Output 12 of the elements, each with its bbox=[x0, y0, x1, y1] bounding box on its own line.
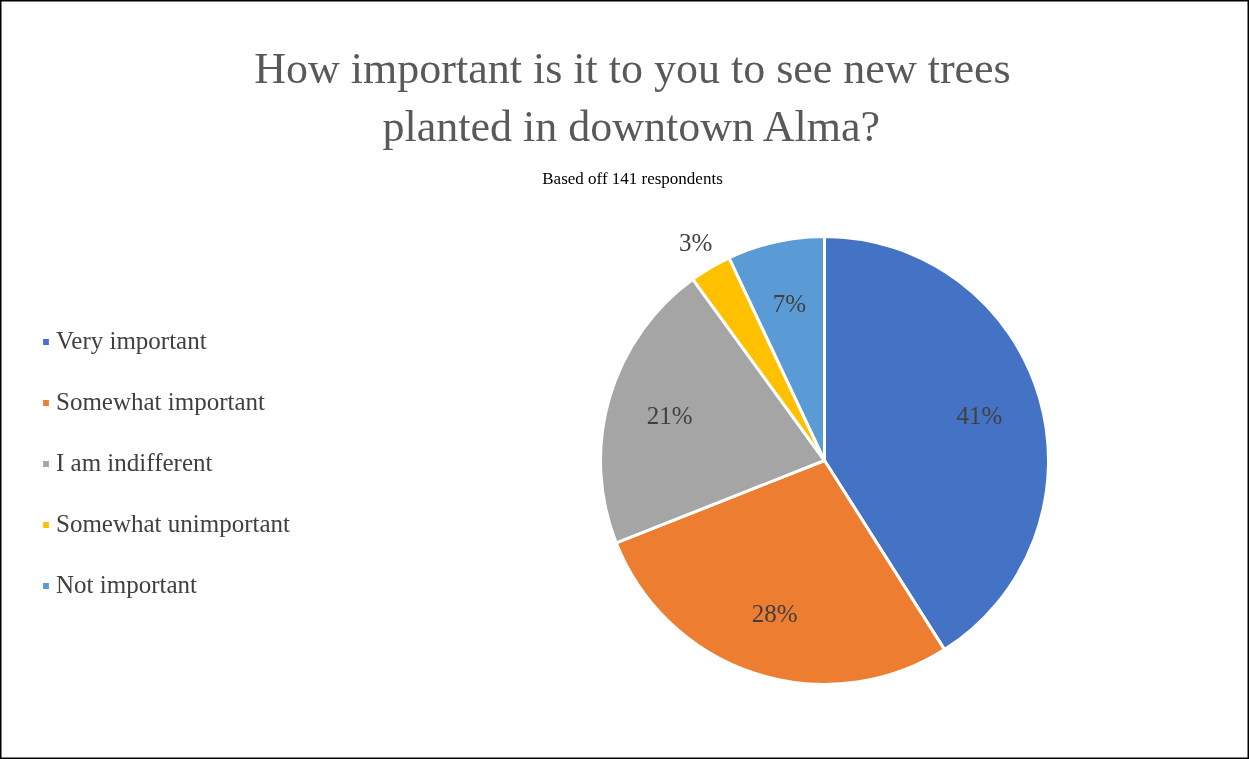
chart-subtitle: Based off 141 respondents bbox=[542, 169, 723, 188]
legend-label: Not important bbox=[56, 571, 197, 599]
data-label: 28% bbox=[751, 600, 798, 628]
chart-title: How important is it to you to see new trees planted in downtown Alma? bbox=[254, 44, 1011, 151]
legend-label: Somewhat unimportant bbox=[56, 510, 290, 538]
data-label: 21% bbox=[646, 402, 693, 429]
legend-label: Very important bbox=[56, 327, 207, 355]
legend-label: Somewhat important bbox=[56, 388, 265, 416]
data-label: 7% bbox=[772, 289, 806, 317]
legend-label: I am indifferent bbox=[56, 449, 213, 477]
data-label: 3% bbox=[678, 229, 713, 257]
data-label: 41% bbox=[956, 402, 1003, 429]
